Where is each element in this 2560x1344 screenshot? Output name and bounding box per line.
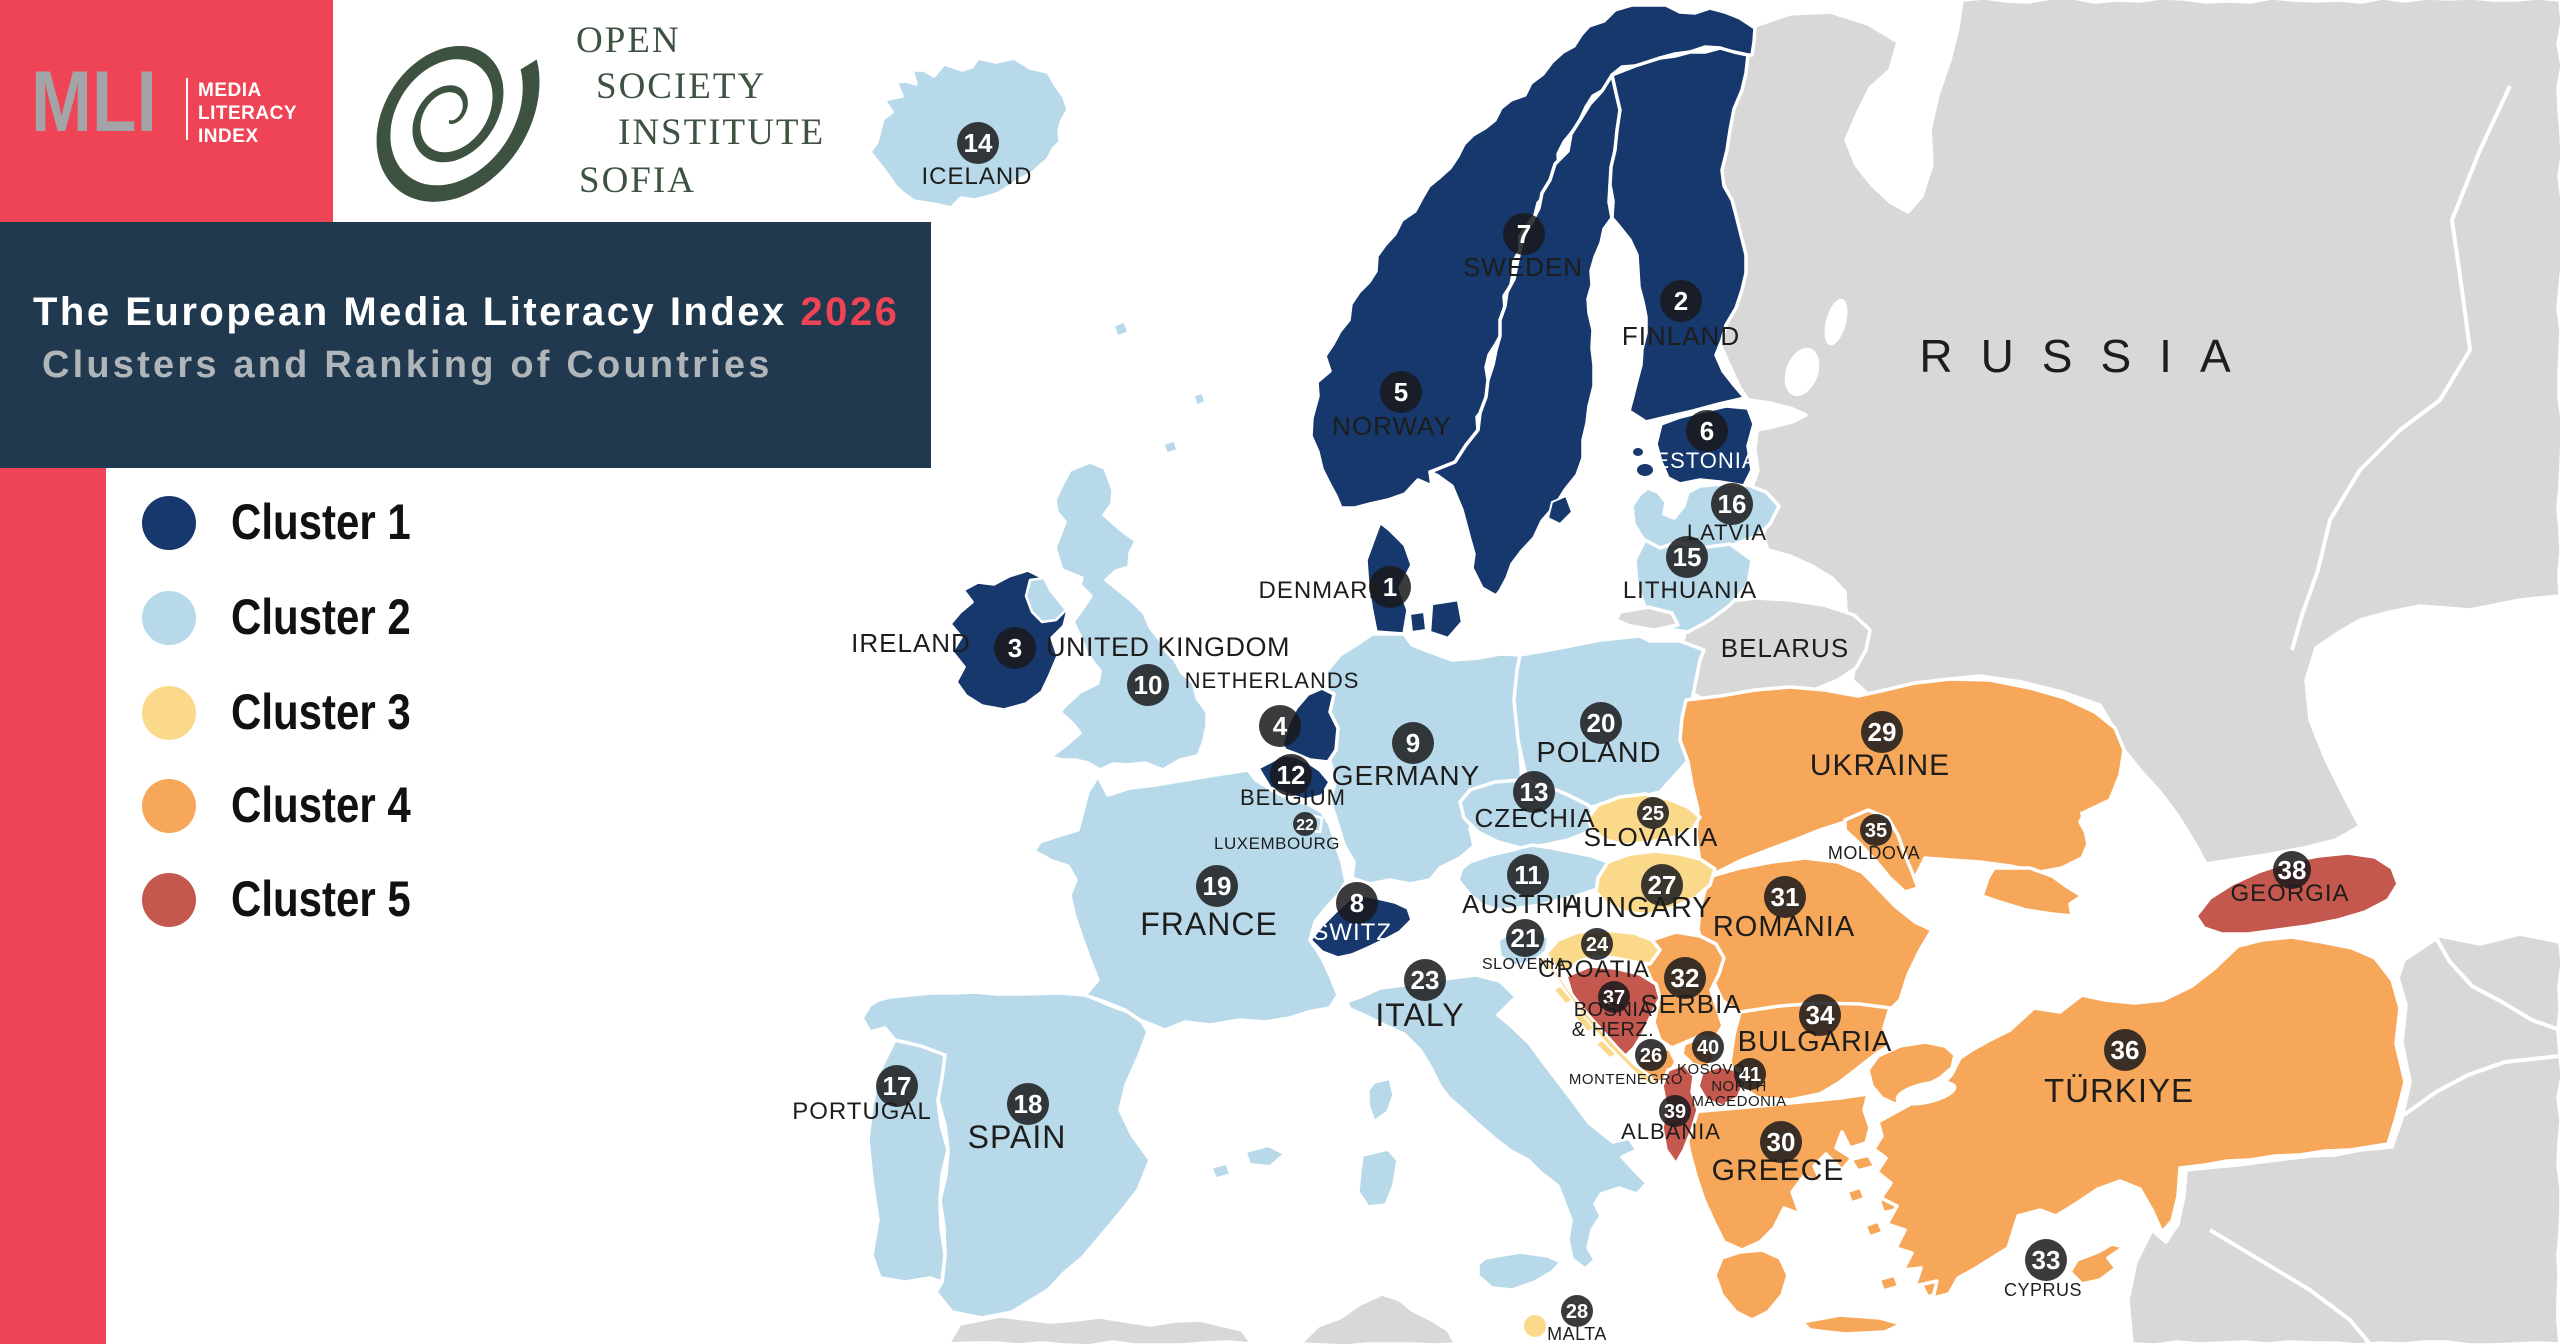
svg-text:35: 35 [1865,820,1887,842]
svg-text:BELGIUM: BELGIUM [1240,785,1346,810]
svg-text:NORWAY: NORWAY [1332,411,1452,441]
svg-text:SOCIETY: SOCIETY [596,66,766,107]
svg-text:SWEDEN: SWEDEN [1463,252,1583,282]
svg-text:ITALY: ITALY [1375,997,1464,1033]
svg-text:FRANCE: FRANCE [1140,906,1278,942]
svg-text:ICELAND: ICELAND [921,163,1032,190]
svg-text:UNITED KINGDOM: UNITED KINGDOM [1046,632,1290,662]
svg-text:LITHUANIA: LITHUANIA [1623,577,1757,604]
svg-text:41: 41 [1739,1064,1761,1086]
svg-text:17: 17 [883,1071,912,1101]
svg-text:POLAND: POLAND [1536,737,1661,769]
svg-text:ROMANIA: ROMANIA [1713,911,1855,943]
svg-text:NETHERLANDS: NETHERLANDS [1185,668,1360,693]
svg-text:RUSSIA: RUSSIA [1919,330,2258,382]
svg-text:GREECE: GREECE [1712,1154,1845,1187]
svg-text:1: 1 [1383,572,1397,602]
svg-text:FINLAND: FINLAND [1622,321,1740,351]
svg-text:25: 25 [1642,803,1664,825]
svg-text:12: 12 [1277,760,1306,790]
svg-text:SPAIN: SPAIN [968,1119,1067,1155]
svg-text:BELARUS: BELARUS [1721,633,1849,663]
svg-text:37: 37 [1603,987,1625,1009]
svg-text:34: 34 [1806,1000,1835,1030]
svg-text:2: 2 [1674,286,1688,316]
svg-text:4: 4 [1273,711,1288,741]
svg-text:INSTITUTE: INSTITUTE [618,112,825,153]
svg-text:SOFIA: SOFIA [579,160,696,201]
svg-text:UKRAINE: UKRAINE [1810,749,1950,782]
svg-text:BOSNIA: BOSNIA [1574,999,1653,1021]
svg-text:23: 23 [1411,965,1440,995]
svg-text:10: 10 [1134,670,1163,700]
svg-text:SWITZ.: SWITZ. [1312,919,1399,946]
svg-text:MACEDONIA: MACEDONIA [1691,1093,1786,1110]
svg-text:38: 38 [2278,855,2307,885]
svg-text:3: 3 [1008,633,1022,663]
svg-text:CYPRUS: CYPRUS [2004,1280,2082,1300]
svg-text:LUXEMBOURG: LUXEMBOURG [1214,834,1340,853]
svg-text:26: 26 [1640,1045,1662,1067]
svg-text:9: 9 [1406,728,1420,758]
svg-text:32: 32 [1671,963,1700,993]
svg-text:36: 36 [2111,1035,2140,1065]
svg-text:SERBIA: SERBIA [1640,989,1741,1019]
svg-text:KOSOVO: KOSOVO [1677,1061,1745,1078]
svg-text:SLOVENIA: SLOVENIA [1482,956,1566,973]
svg-text:CROATIA: CROATIA [1538,956,1650,983]
svg-text:MONTENEGRO: MONTENEGRO [1569,1071,1683,1088]
svg-text:39: 39 [1664,1101,1686,1123]
svg-text:21: 21 [1511,923,1540,953]
svg-text:GERMANY: GERMANY [1332,760,1481,791]
svg-text:40: 40 [1697,1037,1719,1059]
svg-text:24: 24 [1586,934,1609,956]
svg-text:BULGARIA: BULGARIA [1738,1026,1893,1058]
svg-text:31: 31 [1771,882,1800,912]
svg-text:ESTONIA: ESTONIA [1654,448,1757,473]
svg-text:CZECHIA: CZECHIA [1474,803,1595,833]
svg-text:18: 18 [1014,1089,1043,1119]
svg-text:DENMARK: DENMARK [1258,577,1385,604]
svg-text:ALBANIA: ALBANIA [1621,1119,1721,1144]
svg-text:OPEN: OPEN [576,20,681,61]
svg-text:IRELAND: IRELAND [851,628,971,658]
svg-text:AUSTRIA: AUSTRIA [1462,889,1582,919]
svg-text:13: 13 [1520,777,1549,807]
svg-text:20: 20 [1587,708,1616,738]
svg-text:33: 33 [2032,1245,2061,1275]
svg-text:15: 15 [1673,542,1702,572]
svg-text:19: 19 [1203,871,1232,901]
svg-text:14: 14 [964,128,993,158]
svg-text:MALTA: MALTA [1547,1324,1607,1344]
svg-text:30: 30 [1767,1127,1796,1157]
svg-text:16: 16 [1718,489,1747,519]
svg-text:SLOVAKIA: SLOVAKIA [1584,822,1719,852]
svg-text:28: 28 [1566,1301,1588,1323]
svg-text:GEORGIA: GEORGIA [2230,880,2349,907]
svg-text:27: 27 [1648,870,1677,900]
svg-text:NORTH: NORTH [1711,1078,1767,1095]
svg-text:HUNGARY: HUNGARY [1561,892,1713,924]
svg-text:MOLDOVA: MOLDOVA [1828,843,1920,863]
svg-text:8: 8 [1350,888,1364,918]
svg-text:22: 22 [1296,817,1314,834]
svg-text:7: 7 [1517,219,1531,249]
svg-text:11: 11 [1514,860,1542,890]
svg-text:6: 6 [1700,416,1714,446]
svg-text:LATVIA: LATVIA [1687,520,1767,545]
svg-text:PORTUGAL: PORTUGAL [792,1098,932,1125]
svg-text:& HERZ.: & HERZ. [1572,1019,1654,1041]
svg-text:5: 5 [1394,377,1408,407]
svg-text:TÜRKIYE: TÜRKIYE [2044,1072,2194,1109]
svg-text:29: 29 [1868,717,1897,747]
